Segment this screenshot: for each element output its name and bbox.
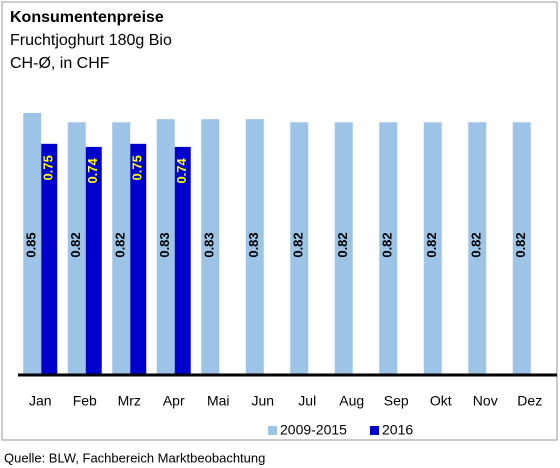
x-tick-label: Jan: [29, 393, 52, 409]
bar: [379, 122, 398, 375]
bar: [201, 119, 220, 375]
bar: [290, 122, 309, 375]
legend-swatch: [268, 426, 277, 435]
x-tick-label: Mai: [207, 393, 230, 409]
bar: [423, 122, 442, 375]
bar: [512, 122, 531, 375]
x-tick-label: Mrz: [118, 393, 141, 409]
data-label: 0.82: [335, 232, 350, 257]
data-label: 0.82: [424, 232, 439, 257]
x-tick-label: Sep: [384, 393, 409, 409]
unit-label: CH-Ø, in CHF: [10, 55, 110, 72]
bar: [156, 119, 175, 375]
data-label: 0.82: [291, 232, 306, 257]
data-label: 0.75: [130, 155, 145, 180]
data-label: 0.82: [380, 232, 395, 257]
x-tick-label: Aug: [339, 393, 364, 409]
legend-label: 2009-2015: [280, 422, 347, 438]
data-label: 0.82: [68, 232, 83, 257]
x-tick-label: Apr: [163, 393, 185, 409]
x-tick-label: Dez: [517, 393, 542, 409]
data-label: 0.74: [85, 157, 100, 183]
bar: [23, 113, 42, 375]
bar: [112, 122, 131, 375]
source: Quelle: BLW, Fachbereich Marktbeobachtun…: [4, 450, 265, 465]
data-label: 0.83: [246, 232, 261, 257]
data-label: 0.82: [513, 232, 528, 257]
legend-label: 2016: [382, 422, 413, 438]
data-label: 0.82: [113, 232, 128, 257]
bar: [67, 122, 86, 375]
data-label: 0.74: [174, 157, 189, 183]
bar: [41, 143, 58, 375]
x-tick-label: Jun: [251, 393, 274, 409]
bar: [468, 122, 487, 375]
chart-subtitle: Fruchtjoghurt 180g Bio: [10, 32, 172, 49]
data-label: 0.83: [202, 232, 217, 257]
data-label: 0.82: [469, 232, 484, 257]
chart-title: Konsumentenpreise: [10, 9, 164, 26]
x-tick-label: Jul: [298, 393, 316, 409]
data-label: 0.75: [41, 155, 56, 180]
bar: [334, 122, 353, 375]
bar: [130, 143, 147, 375]
bar: [245, 119, 264, 375]
bar: [174, 146, 191, 375]
legend-swatch: [370, 426, 379, 435]
x-tick-label: Nov: [473, 393, 498, 409]
data-label: 0.85: [24, 232, 39, 257]
bar: [85, 146, 102, 375]
data-label: 0.83: [157, 232, 172, 257]
x-tick-label: Feb: [73, 393, 97, 409]
x-tick-label: Okt: [430, 393, 452, 409]
